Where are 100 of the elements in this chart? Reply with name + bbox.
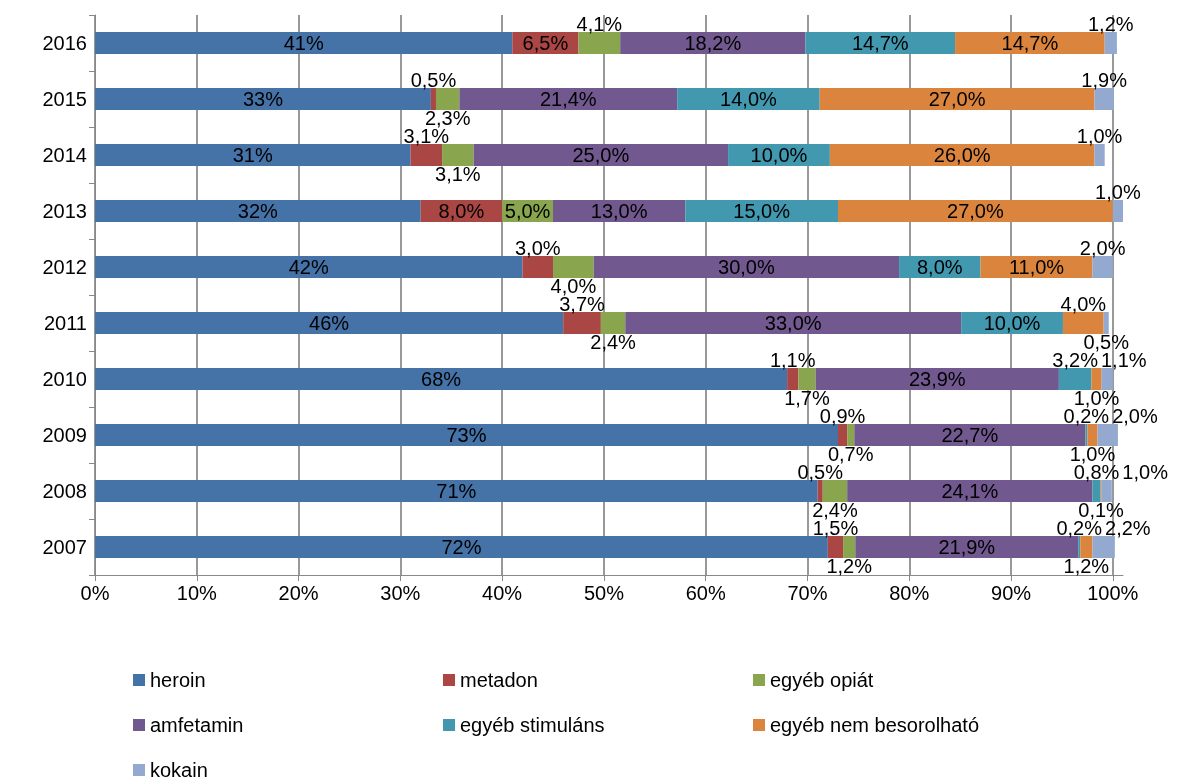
bar [822,480,848,502]
bar [1094,88,1114,110]
data-label: 1,2% [826,555,873,577]
x-tick-label: 50% [583,582,625,604]
data-label: 14,0% [720,88,778,110]
data-label: 1,0% [1076,125,1123,147]
data-label: 24,1% [941,480,999,502]
bar [600,312,626,334]
data-label: 15,0% [733,200,791,222]
data-label: 1,0% [1095,181,1141,203]
data-label: 4,0% [550,275,597,297]
data-label: 71% [436,480,477,502]
bar [805,32,956,54]
data-label: 5,0% [504,200,551,222]
bar [1101,368,1113,390]
bar [459,88,678,110]
bar [827,536,844,558]
data-label: 31% [232,144,273,166]
data-label: 22,7% [941,424,999,446]
y-tick-label: 2015 [42,88,87,110]
bar [838,200,1113,222]
bar [95,536,828,558]
data-label: 1,0% [1069,443,1116,465]
bar [847,480,1093,502]
data-label: 13,0% [590,200,648,222]
data-label: 32% [237,200,279,222]
data-label: 6,5% [522,32,569,54]
x-tick-label: 40% [482,582,523,604]
bar [578,32,621,54]
bar [563,312,601,334]
data-label: 27,0% [947,200,1004,222]
bar [1087,424,1098,446]
data-label: 72% [441,536,482,558]
data-label: 1,9% [1081,69,1128,91]
data-label: 14,7% [851,32,909,54]
legend-label: egyéb stimuláns [460,714,605,736]
data-label: 0,5% [410,69,457,91]
data-label: 33,0% [764,312,822,334]
data-label: 21,9% [938,536,996,558]
data-label: 1,2% [1087,13,1134,35]
y-tick-label: 2011 [43,312,87,334]
data-label: 4,1% [576,13,623,35]
bar [522,256,554,278]
y-tick-label: 2009 [42,424,87,446]
bar [1058,368,1092,390]
data-label: 2,0% [1079,237,1126,259]
data-label: 68% [421,368,462,390]
bar [855,536,1079,558]
bar [95,368,788,390]
bar [1092,256,1113,278]
data-label: 33% [242,88,284,110]
bar [473,144,729,166]
bar [854,424,1086,446]
bar [430,88,436,110]
data-label: 27,0% [928,88,986,110]
bar [1104,32,1117,54]
y-tick-label: 2016 [42,32,87,54]
data-label: 25,0% [572,144,630,166]
bar [95,256,523,278]
legend-label: heroin [150,669,206,691]
data-label: 8,0% [917,256,963,278]
bar [798,368,816,390]
data-label: 10,0% [983,312,1041,334]
bar [847,424,855,446]
bar [843,536,856,558]
bar [1091,368,1102,390]
bar [95,312,564,334]
legend-label: metadon [460,669,538,691]
bar [817,480,823,502]
data-label: 2,3% [424,107,471,129]
data-label: 3,0% [514,237,561,259]
x-tick-label: 90% [991,582,1032,604]
data-label: 73% [446,424,487,446]
data-label: 1,0% [1122,461,1169,483]
data-label: 2,4% [590,331,637,353]
bar [95,200,421,222]
bar [815,368,1059,390]
data-label: 21,4% [539,88,597,110]
data-label: 2,4% [812,499,858,521]
data-label: 0,7% [827,443,874,465]
x-tick-label: 100% [1087,582,1139,604]
bar [1092,480,1101,502]
data-label: 23,9% [908,368,966,390]
data-label: 1,1% [769,349,816,371]
data-label: 26,0% [933,144,991,166]
legend-label: kokain [150,759,208,781]
bar [593,256,900,278]
data-label: 30,0% [718,256,775,278]
bar [95,32,513,54]
bar [829,144,1095,166]
x-tick-label: 20% [278,582,319,604]
bar [620,32,806,54]
x-tick-label: 30% [380,582,421,604]
data-label: 11,0% [1008,256,1065,278]
x-tick-label: 10% [176,582,218,604]
x-tick-label: 80% [889,582,930,604]
bar [95,424,839,446]
x-tick-label: 0% [80,582,110,604]
data-label: 41% [283,32,324,54]
bar [1097,424,1118,446]
